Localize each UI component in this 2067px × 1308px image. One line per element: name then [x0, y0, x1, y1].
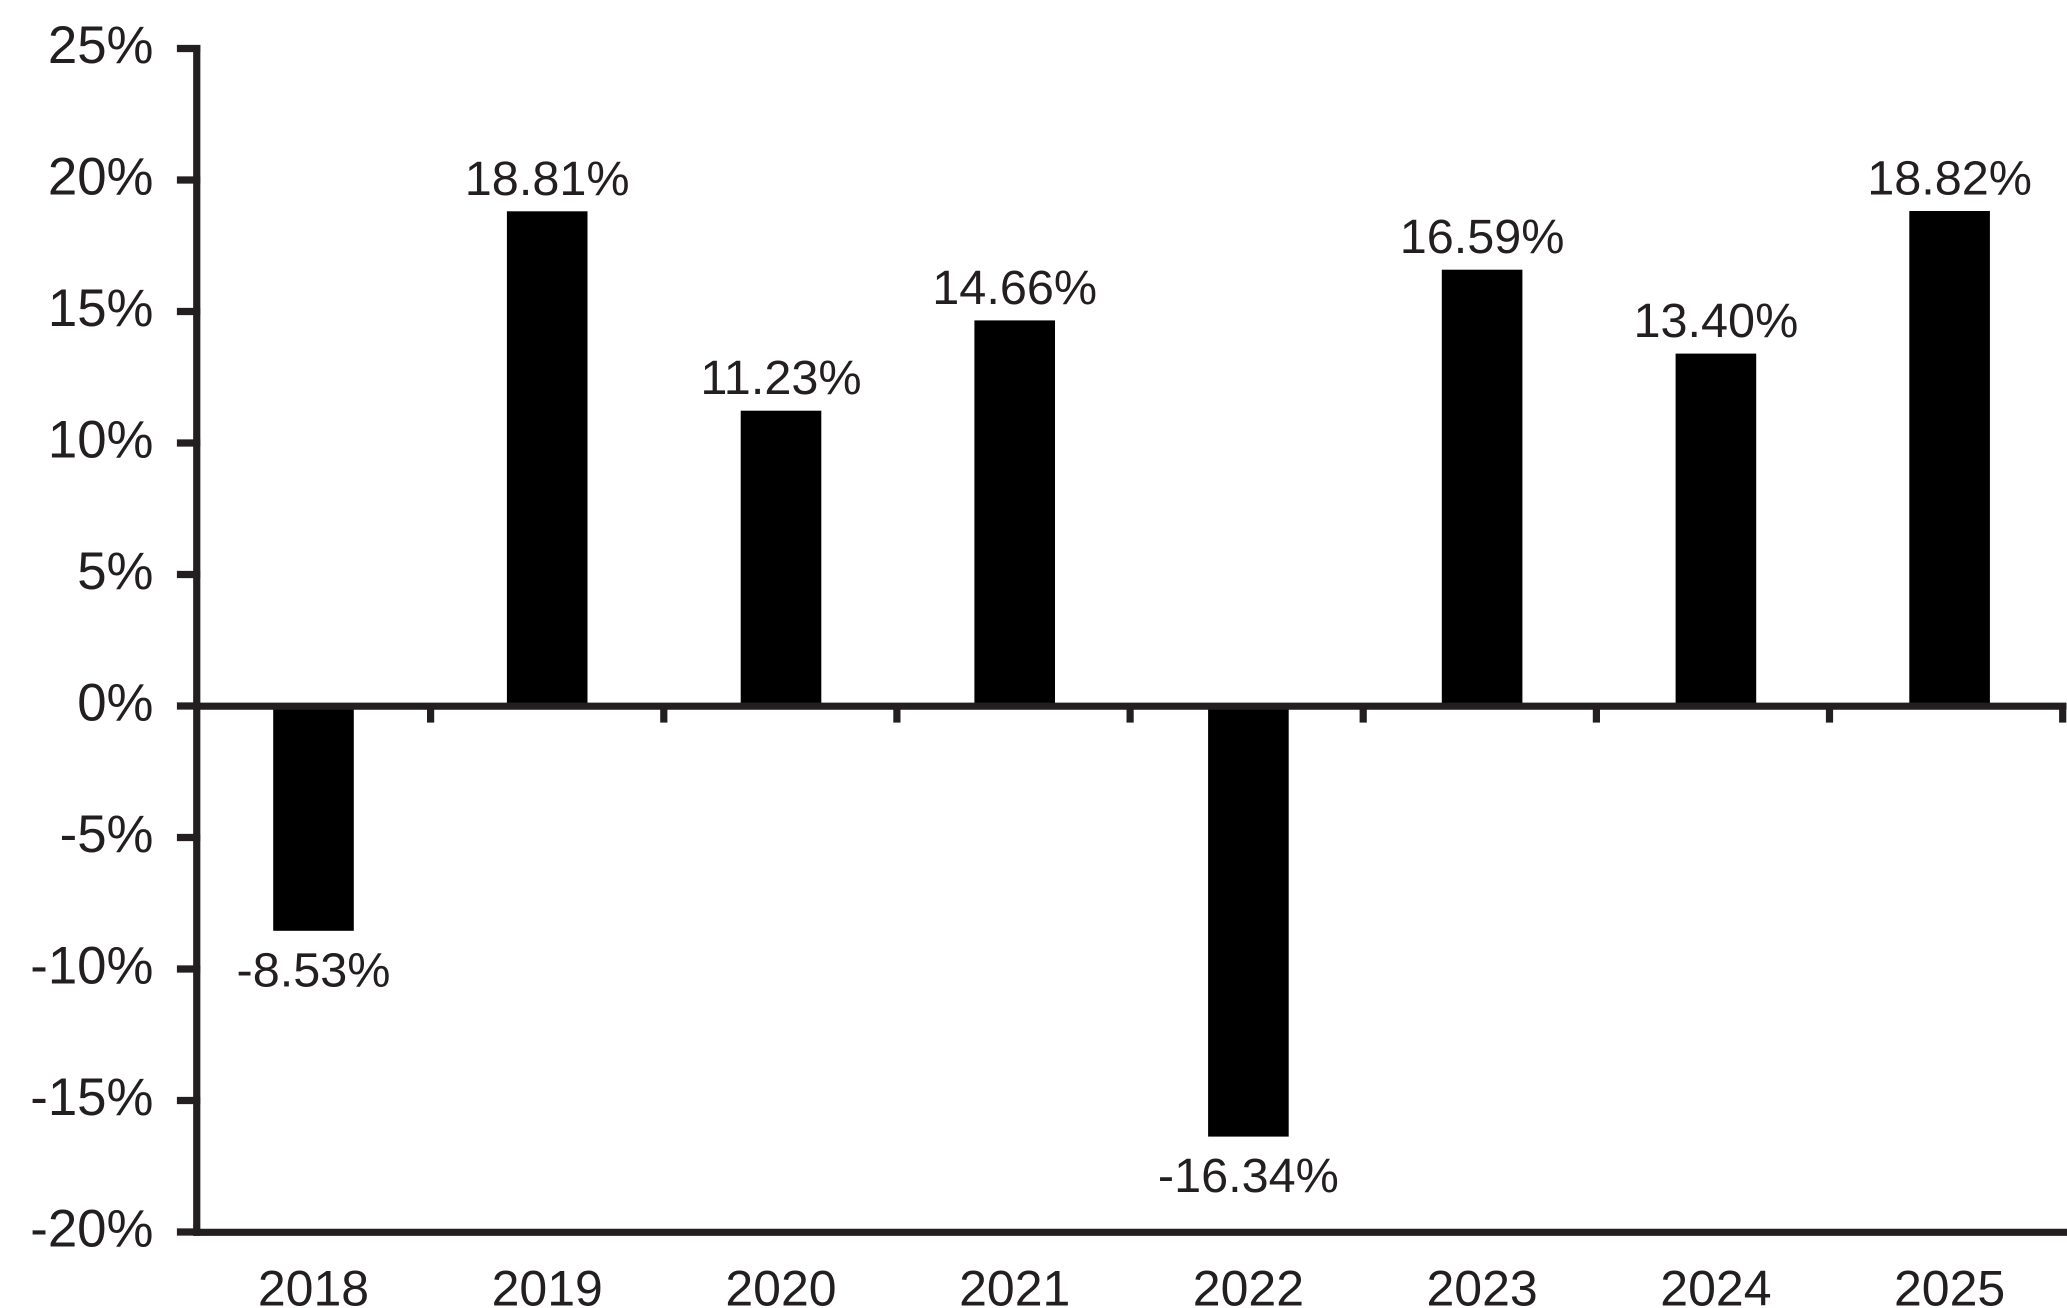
svg-text:16.59%: 16.59%: [1400, 210, 1565, 264]
svg-text:2019: 2019: [492, 1261, 603, 1308]
svg-text:14.66%: 14.66%: [932, 261, 1097, 315]
svg-text:2025: 2025: [1894, 1261, 2005, 1308]
svg-text:-5%: -5%: [60, 805, 154, 864]
svg-text:11.23%: 11.23%: [700, 351, 861, 405]
svg-text:-15%: -15%: [30, 1068, 153, 1127]
svg-text:2020: 2020: [725, 1261, 836, 1308]
svg-text:-16.34%: -16.34%: [1158, 1149, 1339, 1203]
svg-text:15%: 15%: [48, 279, 154, 338]
svg-text:2021: 2021: [959, 1261, 1070, 1308]
svg-text:-8.53%: -8.53%: [237, 944, 391, 998]
svg-text:2022: 2022: [1193, 1261, 1304, 1308]
svg-text:20%: 20%: [48, 148, 154, 207]
svg-text:2024: 2024: [1660, 1261, 1771, 1308]
svg-text:-20%: -20%: [30, 1200, 153, 1259]
svg-text:-10%: -10%: [30, 937, 153, 996]
svg-text:5%: 5%: [77, 542, 153, 601]
svg-text:25%: 25%: [48, 16, 154, 75]
svg-text:18.81%: 18.81%: [465, 152, 630, 206]
svg-text:2023: 2023: [1426, 1261, 1537, 1308]
svg-text:2018: 2018: [258, 1261, 369, 1308]
svg-text:13.40%: 13.40%: [1633, 294, 1798, 348]
svg-text:0%: 0%: [77, 674, 153, 733]
svg-text:18.82%: 18.82%: [1867, 152, 2032, 206]
svg-text:10%: 10%: [48, 411, 154, 470]
